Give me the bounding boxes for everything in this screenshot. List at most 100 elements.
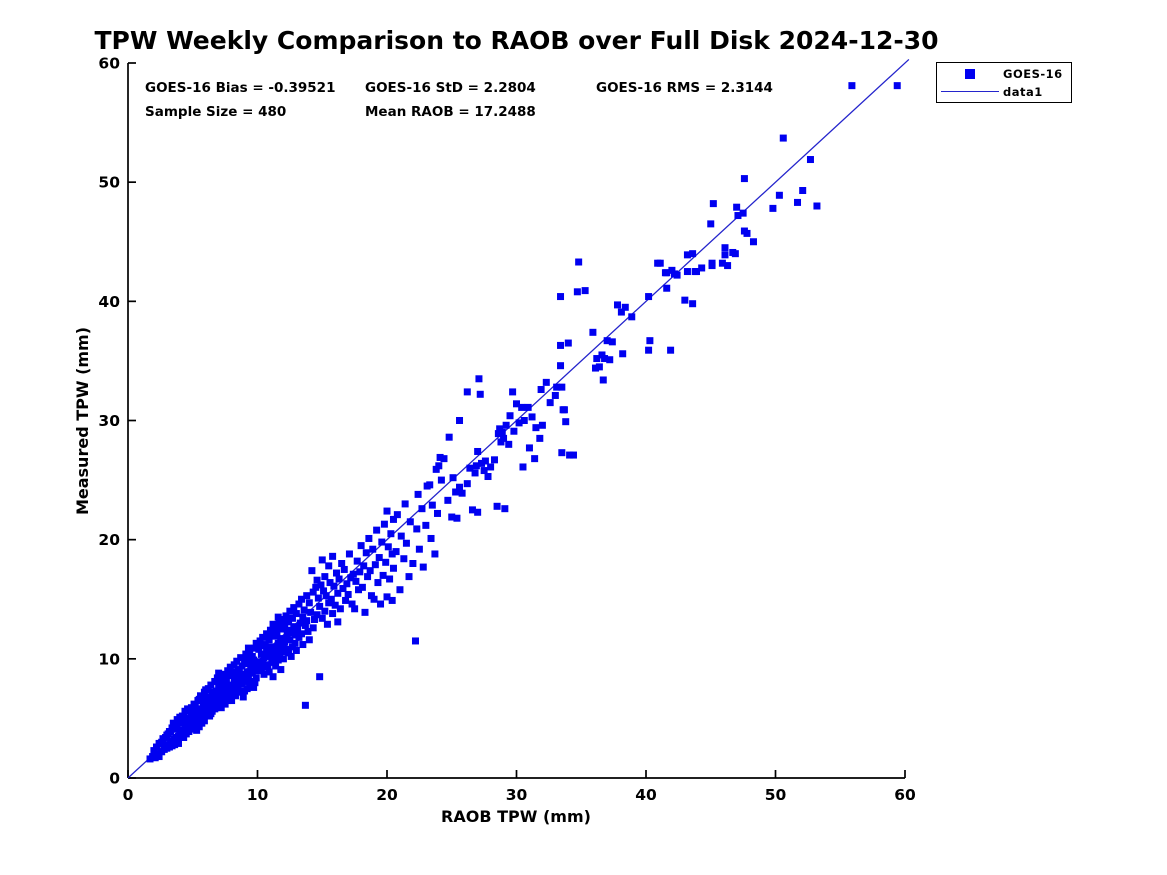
scatter-point	[531, 455, 539, 463]
scatter-point	[581, 287, 589, 295]
scatter-point	[478, 459, 486, 467]
scatter-point	[595, 363, 603, 371]
scatter-point	[331, 601, 339, 609]
scatter-point	[291, 631, 299, 639]
scatter-point	[575, 258, 583, 266]
scatter-point	[524, 403, 532, 411]
scatter-point	[497, 438, 505, 446]
scatter-point	[481, 457, 489, 465]
scatter-point	[458, 489, 466, 497]
scatter-point	[409, 560, 417, 567]
scatter-point	[327, 595, 335, 603]
scatter-point	[708, 262, 716, 270]
scatter-point	[506, 412, 514, 420]
scatter-point	[194, 708, 202, 716]
scatter-point	[362, 549, 370, 557]
legend-line-marker-icon	[941, 91, 999, 92]
scatter-point	[371, 561, 379, 569]
scatter-point	[204, 685, 212, 693]
scatter-point	[440, 455, 448, 463]
scatter-point	[693, 268, 701, 276]
scatter-point	[515, 419, 523, 427]
scatter-point	[589, 328, 597, 336]
scatter-point	[268, 643, 276, 651]
scatter-point	[463, 388, 471, 396]
scatter-point	[405, 573, 413, 581]
scatter-point	[382, 558, 390, 566]
scatter-point	[283, 632, 291, 640]
stat-rms: GOES-16 RMS = 2.3144	[596, 80, 773, 96]
scatter-point	[264, 663, 272, 671]
scatter-point	[252, 674, 260, 682]
scatter-point	[551, 391, 559, 399]
scatter-point	[216, 679, 224, 687]
scatter-point	[360, 562, 368, 570]
scatter-point	[510, 427, 518, 435]
scatter-point	[599, 376, 607, 384]
scatter-point	[233, 672, 241, 680]
scatter-point	[257, 642, 265, 650]
scatter-point	[195, 695, 203, 703]
scatter-point	[707, 220, 715, 228]
scatter-point	[428, 501, 436, 509]
scatter-point	[733, 203, 741, 211]
scatter-point	[558, 449, 566, 457]
scatter-point	[566, 451, 574, 459]
scatter-point	[352, 577, 360, 585]
scatter-point	[309, 624, 317, 632]
scatter-point	[250, 683, 258, 691]
scatter-point	[219, 686, 227, 694]
scatter-point	[307, 608, 315, 616]
scatter-point	[498, 428, 506, 436]
scatter-point	[260, 654, 268, 662]
scatter-point	[769, 204, 777, 212]
scatter-point	[334, 618, 342, 626]
scatter-point	[228, 691, 236, 699]
scatter-point	[215, 669, 223, 677]
y-tick-label: 40	[98, 293, 120, 311]
scatter-point	[158, 738, 166, 746]
scatter-point	[501, 505, 509, 513]
scatter-point	[217, 692, 225, 700]
scatter-point	[282, 612, 290, 620]
scatter-point	[487, 463, 495, 471]
scatter-point	[340, 565, 348, 573]
scatter-point	[207, 710, 215, 718]
scatter-point	[277, 666, 285, 674]
scatter-point	[386, 575, 394, 583]
scatter-point	[238, 662, 246, 670]
scatter-point	[313, 576, 321, 584]
scatter-point	[279, 655, 287, 663]
scatter-point	[257, 667, 265, 675]
scatter-point	[251, 679, 259, 687]
scatter-point	[689, 300, 697, 308]
scatter-point	[743, 229, 751, 237]
scatter-point	[318, 614, 326, 622]
scatter-point	[298, 595, 306, 603]
scatter-point	[436, 453, 444, 461]
scatter-point	[370, 595, 378, 603]
x-tick-label: 0	[123, 786, 134, 804]
scatter-point	[244, 644, 252, 652]
scatter-point	[167, 728, 175, 736]
scatter-point	[212, 704, 220, 712]
scatter-point	[242, 650, 250, 658]
scatter-point	[414, 490, 422, 498]
scatter-point	[388, 550, 396, 558]
scatter-point	[323, 620, 331, 628]
scatter-point	[162, 733, 170, 741]
scatter-point	[348, 600, 356, 608]
scatter-point	[418, 505, 426, 513]
scatter-point	[475, 375, 483, 383]
scatter-point	[279, 642, 287, 650]
scatter-point	[286, 636, 294, 644]
scatter-point	[383, 593, 391, 601]
scatter-point	[463, 480, 471, 488]
scatter-point	[151, 754, 159, 762]
scatter-point	[356, 568, 364, 576]
scatter-point	[342, 596, 350, 604]
scatter-point	[248, 662, 256, 670]
scatter-point	[177, 717, 185, 725]
scatter-point	[336, 605, 344, 613]
scatter-point	[204, 697, 212, 705]
